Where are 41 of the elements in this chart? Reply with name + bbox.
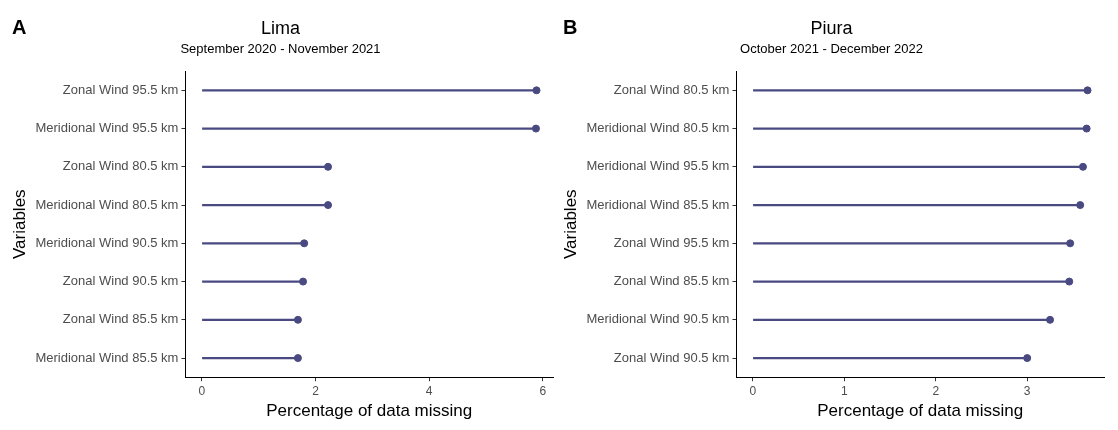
- chart-title: Lima: [260, 17, 301, 38]
- text: A: [12, 15, 27, 38]
- point: [324, 162, 333, 171]
- y-tick-label: Meridional Wind 85.5 km: [35, 349, 179, 365]
- chart-title: Piura: [810, 17, 854, 38]
- point: [532, 86, 541, 95]
- text: B: [563, 15, 578, 38]
- y-tick-label: Zonal Wind 80.5 km: [613, 81, 730, 97]
- x-axis-title: Percentage of data missing: [817, 401, 1024, 421]
- y-tick-label: Meridional Wind 85.5 km: [586, 196, 730, 212]
- y-tick-label: Meridional Wind 80.5 km: [35, 196, 179, 212]
- y-tick-label: Meridional Wind 90.5 km: [586, 311, 730, 327]
- y-axis-title: Variables: [560, 189, 580, 260]
- y-axis-title: Variables: [9, 189, 29, 260]
- x-tick-label: 2: [932, 383, 940, 398]
- x-tick-label: 1: [841, 383, 848, 398]
- y-tick-label: Zonal Wind 95.5 km: [62, 81, 179, 97]
- y-tick-label: Zonal Wind 95.5 km: [613, 234, 730, 250]
- y-tick-label: Meridional Wind 95.5 km: [586, 158, 730, 174]
- point: [293, 315, 302, 324]
- x-tick-label: 0: [749, 383, 757, 398]
- x-tick-label: 3: [1023, 383, 1031, 398]
- y-tick-label: Zonal Wind 90.5 km: [62, 273, 179, 289]
- chart-subtitle: September 2020 - November 2021: [180, 40, 381, 56]
- y-tick-label: Zonal Wind 85.5 km: [62, 311, 179, 327]
- point: [1046, 315, 1055, 324]
- y-tick-label: Zonal Wind 80.5 km: [62, 158, 179, 174]
- y-tick-label: Zonal Wind 90.5 km: [613, 349, 730, 365]
- y-tick-label: Zonal Wind 85.5 km: [613, 273, 730, 289]
- point: [1078, 162, 1087, 171]
- x-tick-label: 2: [312, 383, 320, 398]
- y-tick-label: Meridional Wind 95.5 km: [35, 120, 179, 136]
- point: [293, 354, 302, 363]
- x-tick-label: 6: [539, 383, 547, 398]
- y-tick-label: Meridional Wind 90.5 km: [35, 234, 179, 250]
- x-tick-label: 0: [198, 383, 206, 398]
- x-axis-title: Percentage of data missing: [266, 401, 473, 421]
- chart-subtitle: October 2021 - December 2022: [740, 40, 923, 56]
- x-tick-label: 4: [425, 383, 433, 398]
- point: [324, 201, 333, 210]
- y-tick-label: Meridional Wind 80.5 km: [586, 120, 730, 136]
